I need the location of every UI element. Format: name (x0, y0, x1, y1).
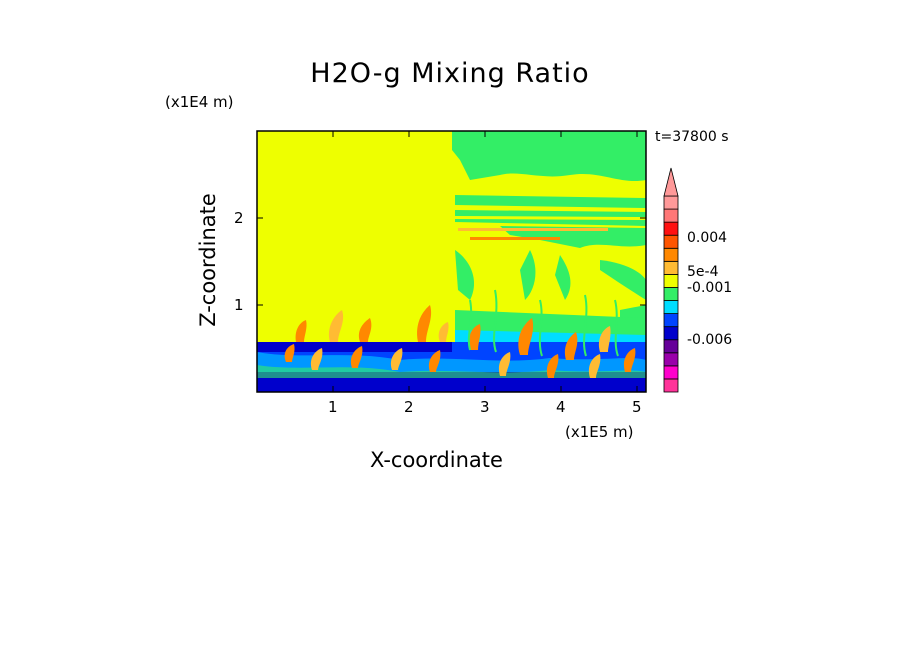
colorbar-swatch-cyan (663, 300, 679, 314)
colorbar-swatch-green (663, 287, 679, 301)
y-tick-label: 1 (234, 296, 244, 314)
colorbar-swatch-dark-orange (663, 234, 679, 249)
plot-frame (256, 130, 647, 393)
x-tick-label: 2 (404, 398, 414, 416)
colorbar-label: 5e-4 (687, 264, 719, 280)
colorbar-swatch-violet (663, 339, 679, 354)
x-tick-label: 1 (328, 398, 338, 416)
x-axis-ticks (332, 131, 638, 392)
colorbar-label: -0.001 (687, 280, 733, 296)
y-axis-ticks (257, 217, 646, 306)
colorbar-swatch-blue (663, 313, 679, 328)
x-tick-label: 3 (480, 398, 490, 416)
x-axis-label: X-coordinate (370, 448, 503, 472)
colorbar-swatch-yellow (663, 273, 679, 288)
colorbar-swatch-magenta (663, 378, 679, 393)
colorbar-label: 0.004 (687, 230, 728, 246)
colorbar-swatch-salmon (663, 208, 679, 223)
x-axis-unit: (x1E5 m) (565, 423, 634, 441)
colorbar-swatch-light-orange (663, 260, 679, 275)
upper-right-green-region (452, 131, 646, 352)
x-tick-label: 4 (556, 398, 566, 416)
colorbar-swatch-red (663, 221, 679, 236)
colorbar-extend-arrow (663, 167, 679, 197)
colorbar-label: -0.006 (687, 332, 733, 348)
colorbar-swatch-purple (663, 352, 679, 367)
time-label: t=37800 s (655, 129, 729, 145)
y-tick-label: 2 (234, 209, 244, 227)
convective-plumes (284, 305, 636, 378)
z-axis-unit: (x1E4 m) (165, 93, 234, 111)
colorbar-swatch-dark-blue (663, 326, 679, 341)
x-tick-label: 5 (632, 398, 642, 416)
colorbar-swatch-light-red (663, 195, 679, 210)
colorbar (663, 167, 679, 393)
colorbar-swatch-orange (663, 247, 679, 262)
heatmap-field (257, 131, 646, 392)
chart-title: H2O-g Mixing Ratio (310, 58, 590, 89)
colorbar-swatch-pink (663, 365, 679, 380)
